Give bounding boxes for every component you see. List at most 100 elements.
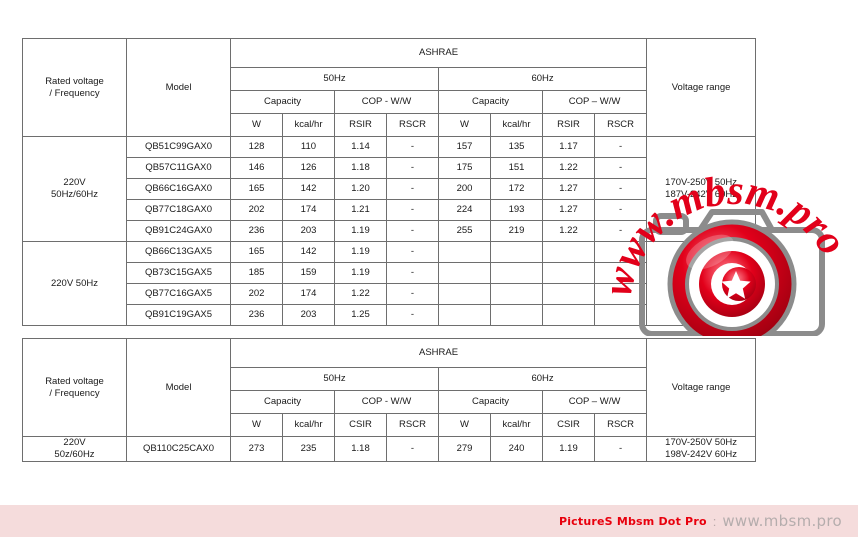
header-capacity-50: Capacity (230, 90, 335, 114)
footer-credit: PictureS Mbsm Dot Pro (558, 514, 707, 528)
cell-cop-scr-60hz: - (593, 436, 648, 462)
header-cop-60: COP – W/W (541, 90, 648, 114)
cell-w-60hz (438, 283, 491, 305)
header-row-top: Rated voltage / Frequency Model ASHRAE V… (22, 38, 757, 137)
header-50hz: 50Hz (230, 367, 439, 391)
table-2-body: 220V 50z/60Hz QB110C25CAX0 273 235 1.18-279 24… (22, 436, 757, 462)
cell-w-50hz: 146 (230, 157, 283, 179)
header-ashrae: ASHRAE (229, 338, 648, 368)
header-unit-kcal-60: kcal/hr (490, 113, 543, 137)
table-row: QB73C15GAX5 185 159 1.19- (23, 262, 756, 284)
cell-model: QB91C19GAX5 (126, 304, 231, 326)
cell-cop-scr-50hz: - (386, 436, 439, 462)
table-row: QB66C16GAX0 165 142 1.20-200 172 1.27- (23, 178, 756, 200)
cell-kcal-60hz: 219 (490, 220, 543, 242)
header-unit-kcal-50: kcal/hr (282, 113, 335, 137)
rated-voltage-line2: 50z/60Hz (54, 448, 95, 460)
cell-kcal-60hz (490, 241, 543, 263)
header-row-units: W kcal/hr RSIR RSCR W kcal/hr RSIR RSCR (23, 113, 756, 137)
cell-w-50hz: 236 (230, 220, 283, 242)
cell-cop-scr-50hz: - (386, 241, 439, 263)
header-row-metric: Capacity COP - W/W Capacity COP – W/W (23, 390, 756, 414)
cell-cop-sir-60hz (542, 262, 595, 284)
cell-cop-scr-50hz: - (386, 304, 439, 326)
header-unit-kcal-50: kcal/hr (282, 413, 335, 437)
cell-model: QB110C25CAX0 (126, 436, 231, 462)
cell-model: QB57C11GAX0 (126, 157, 231, 179)
cell-cop-scr-50hz: - (386, 262, 439, 284)
cell-w-50hz: 128 (230, 136, 283, 158)
cell-model: QB73C15GAX5 (126, 262, 231, 284)
cell-cop-scr-60hz (593, 283, 648, 305)
cell-kcal-60hz (490, 262, 543, 284)
header-model: Model (126, 338, 231, 437)
header-50hz: 50Hz (230, 67, 439, 91)
table-1-body: 220V 50Hz/60Hz QB51C99GAX0 128 110 1.14-157 13… (22, 136, 757, 326)
header-cop-50: COP - W/W (334, 90, 439, 114)
header-sir-50: CSIR (334, 413, 387, 437)
table-row: QB91C24GAX0 236 203 1.19-255 219 1.22- (23, 220, 756, 242)
cell-w-60hz (438, 241, 491, 263)
cell-kcal-60hz (490, 304, 543, 326)
cell-cop-scr-60hz: - (593, 199, 648, 221)
cell-rated-voltage: 220V 50z/60Hz (22, 436, 127, 462)
cell-cop-scr-50hz: - (386, 220, 439, 242)
table-1-head-block: Rated voltage / Frequency Model ASHRAE V… (22, 38, 757, 137)
header-unit-w-60: W (438, 113, 491, 137)
cell-cop-sir-50hz: 1.19 (334, 241, 387, 263)
cell-cop-sir-50hz: 1.14 (334, 136, 387, 158)
table-row: 220V 50z/60Hz QB110C25CAX0 273 235 1.18-279 24… (22, 436, 757, 462)
cell-w-50hz: 185 (230, 262, 283, 284)
cell-cop-sir-60hz: 1.27 (542, 178, 595, 200)
header-ashrae: ASHRAE (229, 38, 648, 68)
cell-model: QB66C13GAX5 (126, 241, 231, 263)
voltage-range-line1: 170V-250V 50Hz (665, 437, 737, 448)
cell-kcal-60hz: 151 (490, 157, 543, 179)
voltage-range-line2: 187V-242V 60Hz (665, 189, 737, 200)
table-row: 220V 50Hz/60Hz QB51C99GAX0 128 110 1.14-157 13… (22, 136, 757, 242)
cell-cop-sir-50hz: 1.18 (334, 157, 387, 179)
cell-model: QB77C18GAX0 (126, 199, 231, 221)
header-row-metric: Capacity COP - W/W Capacity COP – W/W (23, 90, 756, 114)
cell-cop-scr-50hz: - (386, 283, 439, 305)
cell-cop-sir-50hz: 1.21 (334, 199, 387, 221)
header-unit-w-50: W (230, 413, 283, 437)
header-frequency-line2: / Frequency (49, 387, 100, 399)
cell-model: QB51C99GAX0 (126, 136, 231, 158)
cell-kcal-50hz: 110 (282, 136, 335, 158)
voltage-range-line2: 198V-242V 60Hz (665, 448, 737, 460)
cell-w-60hz: 175 (438, 157, 491, 179)
cell-cop-scr-50hz: - (386, 178, 439, 200)
header-sir-50: RSIR (334, 113, 387, 137)
header-rated-voltage-line1: Rated voltage (45, 375, 104, 387)
cell-cop-scr-60hz (593, 241, 648, 263)
header-sir-60: RSIR (542, 113, 595, 137)
spec-table-2: Rated voltage / Frequency Model ASHRAE V… (22, 338, 757, 462)
header-scr-50: RSCR (386, 413, 439, 437)
cell-cop-scr-60hz: - (593, 136, 648, 158)
cell-kcal-50hz: 159 (282, 262, 335, 284)
header-capacity-60: Capacity (438, 390, 543, 414)
cell-cop-scr-60hz: - (593, 157, 648, 179)
spec-table-1: Rated voltage / Frequency Model ASHRAE V… (22, 38, 757, 326)
cell-cop-sir-50hz: 1.20 (334, 178, 387, 200)
cell-kcal-60hz: 172 (490, 178, 543, 200)
header-rated-voltage: Rated voltage / Frequency (22, 38, 127, 137)
cell-kcal-60hz (490, 283, 543, 305)
cell-kcal-50hz: 235 (282, 436, 335, 462)
cell-w-60hz (438, 304, 491, 326)
header-rated-voltage: Rated voltage / Frequency (22, 338, 127, 437)
header-row-units: W kcal/hr CSIR RSCR W kcal/hr CSIR RSCR (23, 413, 756, 437)
cell-w-60hz (438, 262, 491, 284)
cell-model: QB77C16GAX5 (126, 283, 231, 305)
table-2-head-block: Rated voltage / Frequency Model ASHRAE V… (22, 338, 757, 437)
cell-kcal-50hz: 203 (282, 304, 335, 326)
table-row: QB77C16GAX5 202 174 1.22- (23, 283, 756, 305)
header-model: Model (126, 38, 231, 137)
cell-cop-sir-60hz: 1.27 (542, 199, 595, 221)
cell-kcal-50hz: 142 (282, 241, 335, 263)
header-cop-50: COP - W/W (334, 390, 439, 414)
cell-cop-scr-50hz: - (386, 199, 439, 221)
cell-cop-sir-60hz (542, 304, 595, 326)
